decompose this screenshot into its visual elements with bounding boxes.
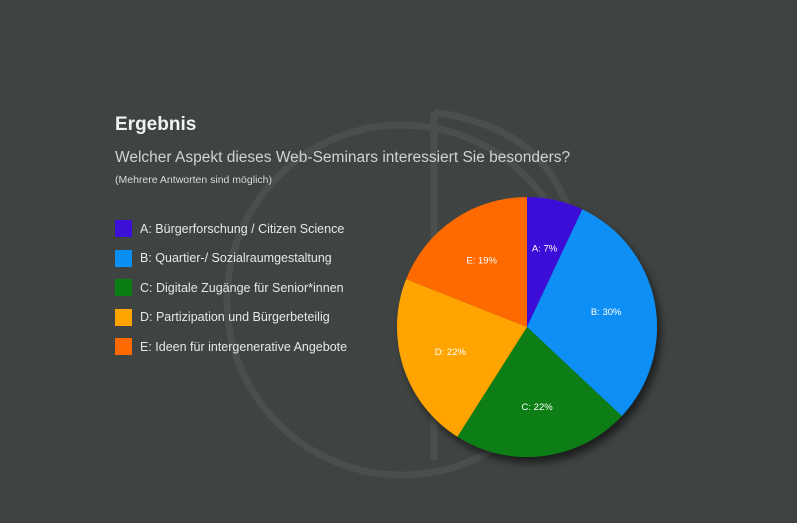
page-title: Ergebnis xyxy=(115,114,197,135)
legend-item-b: B: Quartier-/ Sozialraumgestaltung xyxy=(115,244,347,274)
pie-slice-d xyxy=(396,279,527,437)
legend-item-c: C: Digitale Zugänge für Senior*innen xyxy=(115,273,347,303)
legend-swatch-d xyxy=(115,308,132,326)
legend-swatch-e xyxy=(115,338,132,356)
legend-swatch-a xyxy=(115,220,132,238)
legend-swatch-c xyxy=(115,279,132,297)
legend-label-a: A: Bürgerforschung / Citizen Science xyxy=(140,221,345,236)
question-text: Welcher Aspekt dieses Web-Seminars inter… xyxy=(115,149,571,166)
pie-slice-e xyxy=(406,197,527,327)
pie-slice-label-a: A: 7% xyxy=(532,243,558,254)
chart-legend: A: Bürgerforschung / Citizen Science B: … xyxy=(115,214,347,362)
legend-label-d: D: Partizipation und Bürgerbeteilig xyxy=(140,310,330,325)
legend-item-a: A: Bürgerforschung / Citizen Science xyxy=(115,214,347,244)
multiple-answers-note: (Mehrere Antworten sind möglich) xyxy=(115,174,272,186)
legend-item-e: E: Ideen für intergenerative Angebote xyxy=(115,332,347,362)
legend-label-c: C: Digitale Zugänge für Senior*innen xyxy=(140,280,344,295)
pie-slice-label-c: C: 22% xyxy=(522,402,554,413)
pie-slice-label-d: D: 22% xyxy=(435,347,467,358)
pie-slice-b xyxy=(527,209,657,416)
legend-item-d: D: Partizipation und Bürgerbeteilig xyxy=(115,303,347,333)
pie-slice-label-b: B: 30% xyxy=(591,307,622,318)
legend-label-e: E: Ideen für intergenerative Angebote xyxy=(140,339,348,354)
legend-label-b: B: Quartier-/ Sozialraumgestaltung xyxy=(140,251,332,266)
pie-slice-a xyxy=(527,197,583,327)
legend-swatch-b xyxy=(115,249,132,267)
pie-slice-c xyxy=(457,327,622,458)
pie-slice-label-e: E: 19% xyxy=(466,255,497,266)
